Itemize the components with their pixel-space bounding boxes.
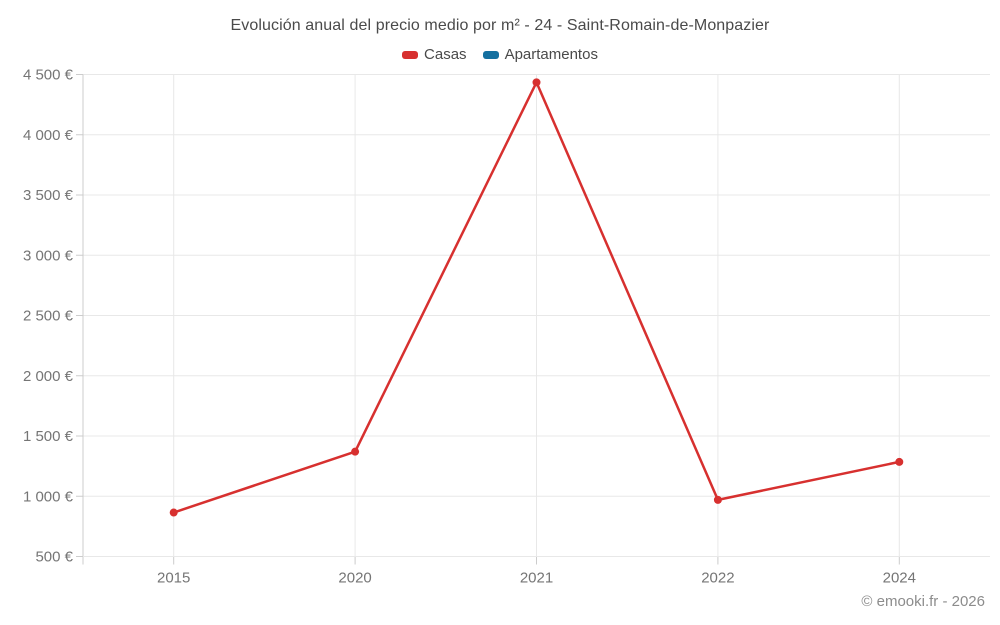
y-tick-label: 4 500 € xyxy=(23,67,74,84)
y-tick-label: 4 000 € xyxy=(23,127,74,144)
casas-point xyxy=(351,447,360,456)
casas-point xyxy=(895,457,904,466)
chart-title: Evolución anual del precio medio por m² … xyxy=(230,17,770,34)
casas-swatch-icon xyxy=(402,50,419,59)
y-tick-label: 1 500 € xyxy=(23,428,74,445)
y-tick-label: 2 500 € xyxy=(23,308,74,325)
apartamentos-swatch-icon xyxy=(482,50,499,59)
legend-item-apartamentos[interactable]: Apartamentos xyxy=(482,46,598,63)
x-tick-label: 2015 xyxy=(157,570,190,587)
x-tick-label: 2022 xyxy=(701,570,734,587)
y-tick-label: 500 € xyxy=(35,549,73,566)
casas-point xyxy=(532,78,541,87)
chart-legend: Casas Apartamentos xyxy=(0,46,1000,63)
copyright-footer: © emooki.fr - 2026 xyxy=(861,593,985,610)
y-tick-label: 3 500 € xyxy=(23,187,74,204)
y-tick-label: 1 000 € xyxy=(23,488,74,505)
x-tick-label: 2024 xyxy=(883,570,916,587)
x-tick-label: 2021 xyxy=(520,570,553,587)
casas-point xyxy=(713,495,722,504)
legend-label-casas: Casas xyxy=(424,46,467,63)
legend-label-apartamentos: Apartamentos xyxy=(504,46,598,63)
legend-item-casas[interactable]: Casas xyxy=(402,46,467,63)
x-tick-label: 2020 xyxy=(338,570,371,587)
y-tick-label: 2 000 € xyxy=(23,368,74,385)
y-tick-label: 3 000 € xyxy=(23,247,74,264)
casas-point xyxy=(169,508,178,517)
